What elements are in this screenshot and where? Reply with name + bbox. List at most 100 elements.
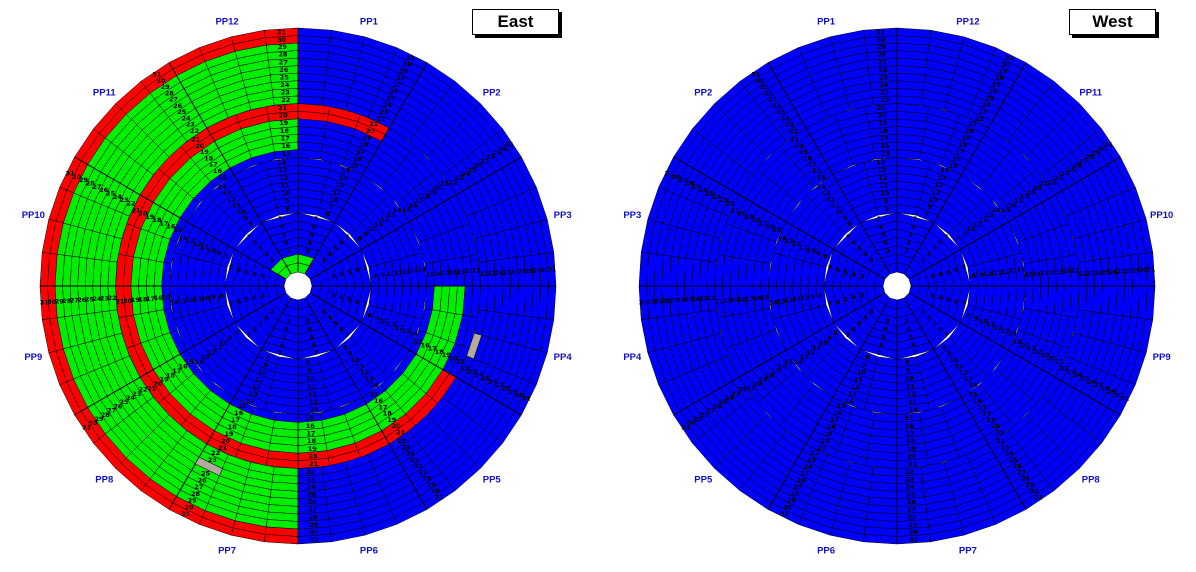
east-cell-number: 6 [339, 325, 344, 333]
east-cell-number: 12 [335, 181, 344, 189]
west-cell-number: 23 [1000, 443, 1009, 451]
east-cell-number: 14 [369, 381, 379, 389]
west-cell-number: 13 [1001, 327, 1010, 335]
west-cell-number: 23 [880, 88, 889, 96]
west-cell-number: 27 [907, 506, 916, 514]
west-cell-number: 30 [1114, 391, 1124, 399]
east-cell-number: 7 [229, 300, 234, 308]
east-cell-number: 27 [480, 157, 489, 165]
east-cell-number: 9 [211, 293, 216, 301]
west-cell-number: 5 [908, 231, 913, 239]
west-cell-number: 7 [877, 215, 882, 223]
east-cell-number: 28 [86, 179, 96, 187]
east-cell-number: 8 [286, 205, 291, 213]
east-cell-number: 10 [258, 368, 268, 376]
east-cell-number: 28 [309, 513, 319, 521]
west-cell-number: 22 [975, 115, 984, 123]
east-cell-number: 9 [244, 214, 249, 222]
west-cell-number: 9 [843, 214, 848, 222]
west-cell-number: 31 [664, 170, 674, 178]
west-cell-number: 6 [879, 223, 884, 231]
west-cell-number: 13 [784, 237, 793, 245]
west-cell-number: 23 [731, 390, 740, 398]
west-cell-number: 29 [678, 176, 688, 184]
east-cell-number: 17 [356, 148, 365, 156]
east-cell-number: 12 [252, 383, 261, 391]
west-pp-label: PP9 [1153, 352, 1171, 363]
east-cell-number: 7 [247, 233, 252, 241]
east-cell-number: 6 [252, 239, 257, 247]
east-cell-number: 5 [347, 268, 352, 276]
east-cell-number: 13 [338, 174, 347, 182]
east-cell-number: 27 [194, 483, 203, 491]
west-sector-divider [903, 62, 1027, 275]
west-cell-number: 22 [880, 96, 889, 104]
east-cell-number: 12 [227, 195, 236, 203]
west-sector-divider [673, 292, 886, 416]
west-cell-number: 4 [906, 325, 911, 333]
east-cell-number: 26 [474, 162, 484, 170]
west-cell-number: 12 [784, 296, 793, 304]
east-cell-number: 11 [200, 243, 210, 251]
east-cell-number: 15 [402, 206, 412, 214]
east-cell-number: 22 [139, 386, 148, 394]
east-cell-number: 15 [349, 162, 359, 170]
east-cell-number: 30 [540, 266, 550, 274]
west-cell-number: 10 [800, 294, 810, 302]
west-cell-number: 27 [669, 297, 678, 305]
west-pp-label: PP11 [1079, 87, 1102, 98]
east-cell-number: 8 [343, 343, 348, 351]
west-cell-number: 29 [877, 43, 887, 51]
east-cell-number: 5 [282, 333, 287, 341]
east-sector-divider [168, 297, 292, 510]
west-cell-number: 29 [1091, 149, 1101, 157]
west-cell-number: 25 [776, 108, 786, 116]
west-cell-number: 4 [863, 250, 868, 258]
east-cell-number: 4 [307, 239, 312, 247]
west-sector-divider [908, 156, 1121, 280]
west-cell-number: 26 [712, 402, 722, 410]
west-cell-number: 16 [778, 362, 788, 370]
east-cell-number: 17 [159, 219, 168, 227]
west-cell-number: 15 [836, 402, 846, 410]
east-cell-number: 13 [365, 375, 374, 383]
east-cell-number: 25 [467, 166, 477, 174]
west-cell-number: 5 [946, 268, 951, 276]
west-cell-number: 24 [1060, 170, 1070, 178]
east-cell-number: 5 [258, 319, 263, 327]
east-cell-number: 24 [405, 450, 415, 458]
east-cell-number: 16 [306, 422, 316, 430]
east-cell-number: 3 [331, 273, 336, 281]
west-cell-number: 17 [977, 403, 986, 411]
west-cell-number: 9 [927, 203, 932, 211]
east-cell-number: 28 [501, 385, 511, 393]
east-cell-number: 18 [359, 141, 369, 149]
east-cell-number: 7 [363, 264, 368, 272]
west-cell-number: 25 [705, 190, 715, 198]
east-cell-number: 13 [222, 189, 231, 197]
west-cell-number: 31 [780, 510, 790, 518]
east-cell-number: 7 [278, 215, 283, 223]
west-cell-number: 13 [800, 353, 809, 361]
west-cell-number: 9 [862, 361, 867, 369]
east-cell-number: 29 [426, 481, 436, 489]
west-cell-number: 24 [982, 101, 992, 109]
west-cell-number: 30 [1030, 487, 1040, 495]
west-cell-number: 3 [920, 256, 925, 264]
west-cell-number: 6 [954, 298, 959, 306]
east-cell-number: 20 [308, 452, 318, 460]
west-cell-number: 5 [844, 268, 849, 276]
west-cell-number: 13 [848, 390, 857, 398]
west-cell-number: 21 [790, 136, 800, 144]
east-cell-number: 16 [213, 167, 223, 175]
west-cell-number: 31 [1146, 265, 1156, 273]
west-cell-number: 22 [905, 468, 914, 476]
east-cell-number: 28 [191, 490, 201, 498]
west-cell-number: 22 [810, 449, 819, 457]
west-cell-number: 4 [926, 250, 931, 258]
west-cell-number: 23 [978, 108, 987, 116]
east-cell-number: 28 [396, 74, 406, 82]
west-cell-number: 6 [879, 341, 884, 349]
west-cell-number: 8 [966, 312, 971, 320]
east-cell-number: 31 [65, 170, 75, 178]
